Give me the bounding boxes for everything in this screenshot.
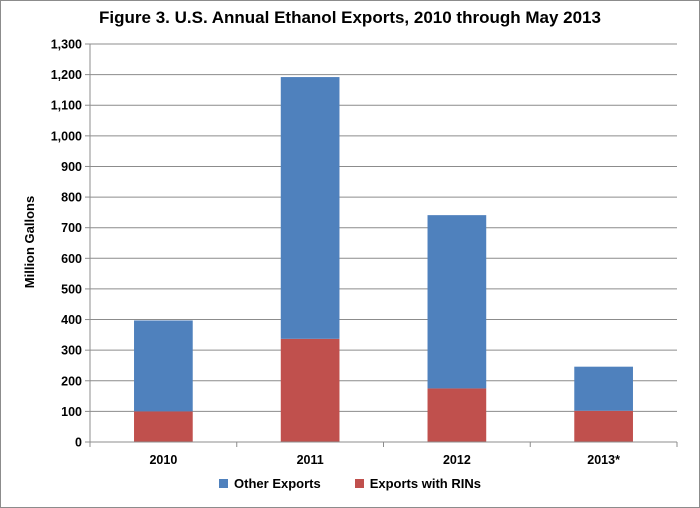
legend-label-exports-with-rins: Exports with RINs <box>369 476 481 491</box>
y-tick-label: 300 <box>61 344 82 358</box>
chart-title: Figure 3. U.S. Annual Ethanol Exports, 2… <box>99 8 601 27</box>
y-tick-label: 800 <box>61 191 82 205</box>
x-tick-label: 2012 <box>443 453 471 467</box>
legend-item-exports-with-rins: Exports with RINs <box>354 476 481 491</box>
bars <box>134 77 633 442</box>
gridlines <box>90 43 677 412</box>
x-tick-label: 2010 <box>149 453 177 467</box>
y-tick-label: 600 <box>61 252 82 266</box>
y-tick-label: 500 <box>61 282 82 296</box>
bar-other-exports <box>427 215 487 389</box>
y-tick-label: 1,000 <box>51 129 82 143</box>
bar-other-exports <box>280 77 340 339</box>
bar-other-exports <box>134 320 193 412</box>
y-axis-title: Million Gallons <box>22 196 37 288</box>
y-tick-label: 200 <box>61 374 82 388</box>
x-tick-label: 2013* <box>587 453 620 467</box>
legend-item-other-exports: Other Exports <box>219 476 321 491</box>
legend-label-other-exports: Other Exports <box>234 476 321 491</box>
y-tick-label: 1,200 <box>51 68 82 82</box>
axes <box>85 43 678 447</box>
legend-swatch-other-exports <box>219 479 229 488</box>
legend: Other Exports Exports with RINs <box>0 476 700 491</box>
legend-swatch-exports-with-rins <box>354 479 364 488</box>
y-tick-label: 0 <box>75 436 82 450</box>
bar-exports-with-rins <box>134 411 193 442</box>
y-tick-label: 1,300 <box>51 38 82 52</box>
tick-labels: 0 100 200 300 400 500 600 700 800 900 1,000 1,100 1,… <box>51 38 620 468</box>
bar-exports-with-rins <box>280 338 340 442</box>
x-tick-label: 2011 <box>297 453 324 467</box>
y-tick-label: 900 <box>61 160 82 174</box>
y-tick-label: 400 <box>61 313 82 327</box>
y-tick-label: 1,100 <box>51 99 82 113</box>
bar-exports-with-rins <box>427 388 487 442</box>
y-tick-label: 700 <box>61 221 82 235</box>
bar-other-exports <box>574 366 633 411</box>
bar-exports-with-rins <box>574 410 633 442</box>
y-tick-label: 100 <box>61 405 82 419</box>
